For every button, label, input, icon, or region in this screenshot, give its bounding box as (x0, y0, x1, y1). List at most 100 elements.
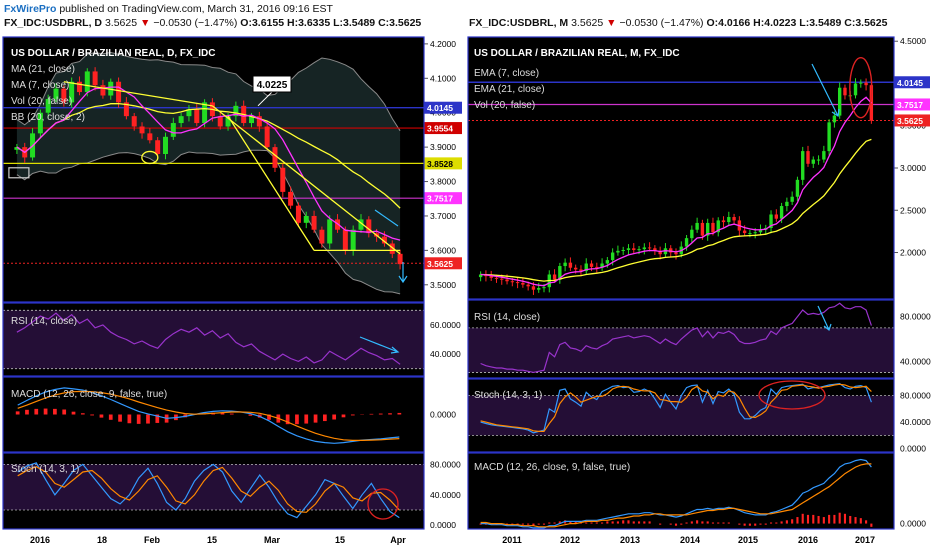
x-tick-label: 2016 (798, 535, 818, 545)
published-text: published on TradingView.com, March 31, … (59, 3, 333, 15)
candle-body (832, 115, 837, 123)
candle-body (84, 71, 90, 93)
y-tick-label: 40.0000 (900, 417, 931, 427)
candle-body (769, 214, 773, 229)
right-last: 3.5625 (571, 17, 604, 29)
candle-body (123, 102, 129, 117)
candle-body (233, 105, 239, 117)
candle-body (642, 247, 647, 250)
left-change: −0.0530 (−1.47%) (153, 17, 238, 29)
candle-body (37, 112, 43, 134)
right-change: −0.0530 (−1.47%) (619, 17, 704, 29)
candle-body (732, 217, 736, 221)
candle-body (669, 248, 673, 253)
legend-ema7[interactable]: EMA (7, close) (474, 68, 539, 79)
legend-vol[interactable]: Vol (20, false) (11, 96, 72, 107)
down-arrow-icon: ▼ (606, 17, 617, 29)
annotation-box[interactable] (252, 75, 292, 93)
x-tick-label: 2011 (502, 535, 522, 545)
candle-body (568, 262, 573, 268)
candle-body (147, 133, 153, 141)
stoch-d-line (17, 466, 400, 513)
candle-body (758, 229, 763, 233)
legend-rsi-monthly[interactable]: RSI (14, close) (474, 312, 540, 323)
candle-body (521, 282, 525, 285)
highlight-ellipse (141, 150, 159, 165)
candle-body (256, 116, 262, 127)
y-tick-label: 40.0000 (430, 349, 461, 359)
y-tick-label: 80.0000 (900, 391, 931, 401)
legend-ma21[interactable]: MA (21, close) (11, 64, 75, 75)
candle-body (311, 215, 317, 230)
left-symbol[interactable]: FX_IDC:USDBRL, D (4, 17, 103, 29)
candle-body (658, 250, 662, 255)
candle-body (494, 277, 499, 279)
legend-stoch-monthly[interactable]: Stoch (14, 3, 1) (474, 390, 542, 401)
ma-7-line (16, 86, 401, 241)
legend-vol-monthly[interactable]: Vol (20, false) (474, 100, 535, 111)
y-tick-label: 80.0000 (430, 459, 461, 469)
candle-body (264, 126, 270, 148)
down-arrow-icon (398, 262, 408, 284)
candle-body (822, 151, 826, 160)
candle-body (139, 126, 145, 134)
candle-body (531, 286, 536, 290)
stoch-d-line (480, 383, 872, 432)
candle-body (795, 179, 800, 197)
y-tick-label: 80.0000 (900, 312, 931, 322)
candle-body (249, 116, 255, 124)
candle-body (217, 116, 223, 127)
brand-link[interactable]: FxWirePro (4, 3, 57, 15)
legend-ma7[interactable]: MA (7, close) (11, 80, 69, 91)
indicator-band (3, 464, 424, 510)
legend-macd-daily[interactable]: MACD (12, 26, close, 9, false, true) (11, 389, 167, 400)
price-label-box (894, 114, 930, 127)
x-tick-label: 15 (335, 535, 345, 545)
legend-bb[interactable]: BB (20, close, 2) (11, 112, 85, 123)
candle-body (859, 82, 863, 84)
candle-body (653, 248, 657, 251)
legend-stoch-daily[interactable]: Stoch (14, 3, 1) (11, 464, 79, 475)
macd-line (17, 387, 400, 444)
candle-body (864, 82, 868, 86)
x-tick-label: 2015 (738, 535, 758, 545)
candle-body (389, 243, 395, 254)
candle-body (573, 267, 578, 270)
candle-body (116, 81, 122, 103)
x-tick-label: 15 (207, 535, 217, 545)
pane-monthly-macd (467, 452, 895, 530)
right-symbol[interactable]: FX_IDC:USDBRL, M (469, 17, 569, 29)
y-tick-label: 3.8000 (430, 177, 456, 187)
candle-body (202, 102, 208, 124)
left-close: C:3.5625 (378, 17, 422, 29)
y-tick-label: 4.2000 (430, 39, 456, 49)
pane-monthly-stoch (467, 378, 895, 453)
price-label: 4.0145 (897, 78, 923, 88)
y-tick-label: 0.0000 (430, 520, 456, 530)
candle-body (303, 215, 309, 223)
price-label: 3.7517 (897, 100, 923, 110)
right-header: FX_IDC:USDBRL, M 3.5625 ▼ −0.0530 (−1.47… (469, 17, 887, 29)
candle-body (647, 247, 652, 249)
candle-body (716, 220, 720, 233)
left-price-axis[interactable] (424, 37, 464, 529)
pane-daily-macd (2, 376, 425, 453)
candle-body (711, 222, 715, 233)
candle-body (69, 81, 75, 103)
legend-ema21[interactable]: EMA (21, close) (474, 84, 545, 95)
signal-line (17, 390, 400, 441)
candle-body (53, 88, 59, 99)
right-close: C:3.5625 (844, 17, 888, 29)
legend-macd-monthly[interactable]: MACD (12, 26, close, 9, false, true) (474, 462, 630, 473)
candle-body (342, 229, 348, 251)
rsi-line (16, 312, 401, 365)
candle-body (381, 236, 387, 244)
y-tick-label: 0.0000 (900, 444, 926, 454)
candle-body (162, 136, 168, 155)
candle-body (774, 214, 779, 219)
x-tick-label: Feb (144, 535, 161, 545)
right-price-axis[interactable] (894, 37, 932, 529)
candle-body (705, 222, 710, 236)
candle-body (272, 147, 278, 168)
legend-rsi-daily[interactable]: RSI (14, close) (11, 316, 77, 327)
